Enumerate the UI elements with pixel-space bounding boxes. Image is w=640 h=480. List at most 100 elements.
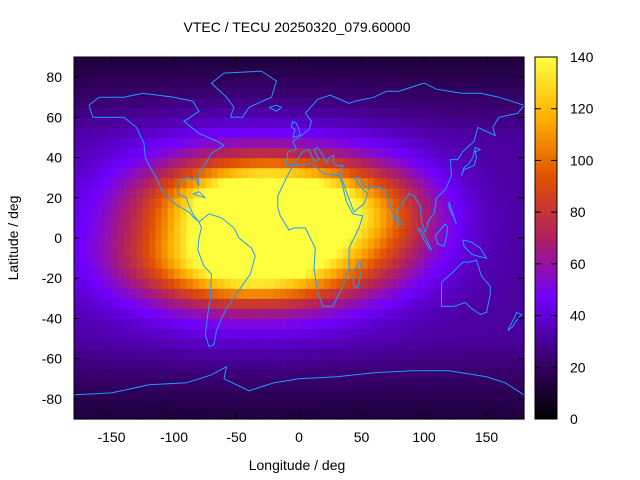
heat-cell <box>117 207 125 219</box>
heat-cell <box>117 127 125 139</box>
heat-cell <box>405 117 413 128</box>
heat-cell <box>292 147 300 159</box>
heat-cell <box>186 187 194 199</box>
heat-cell <box>211 258 219 269</box>
heat-cell <box>286 197 294 209</box>
heat-cell <box>74 368 81 380</box>
heat-cell <box>280 147 288 159</box>
heat-cell <box>455 238 463 249</box>
heat-cell <box>255 278 263 289</box>
heat-cell <box>317 368 325 380</box>
heat-cell <box>430 248 438 259</box>
heat-cell <box>230 398 238 410</box>
heat-cell <box>199 348 206 360</box>
heat-cell <box>186 137 194 149</box>
heat-cell <box>330 268 338 279</box>
heat-cell <box>111 67 119 78</box>
heat-cell <box>111 388 119 400</box>
heat-cell <box>511 67 519 78</box>
heat-cell <box>74 117 81 128</box>
heat-cell <box>280 67 288 78</box>
heat-cell <box>480 288 488 299</box>
heat-cell <box>161 177 169 189</box>
heat-cell <box>355 67 363 78</box>
heat-cell <box>330 338 338 350</box>
heat-cell <box>467 298 475 309</box>
coastline-sri-lanka <box>398 217 403 227</box>
heat-cell <box>80 227 88 239</box>
heat-cell <box>267 238 275 249</box>
heat-cell <box>324 167 331 179</box>
heat-cell <box>180 398 188 410</box>
heat-cell <box>274 77 281 88</box>
heat-cell <box>311 67 319 78</box>
heat-cell <box>242 147 250 159</box>
heat-cell <box>342 227 350 239</box>
heat-cell <box>80 338 88 350</box>
heat-cell <box>336 127 344 139</box>
heat-cell <box>374 187 381 199</box>
heat-cell <box>80 177 88 189</box>
heat-cell <box>142 348 150 360</box>
heat-cell <box>86 398 94 410</box>
heat-cell <box>374 77 381 88</box>
heat-cell <box>480 358 488 370</box>
heat-cell <box>105 378 113 390</box>
heat-cell <box>355 308 363 320</box>
heat-cell <box>461 328 469 340</box>
heat-cell <box>405 77 413 88</box>
heat-cell <box>117 368 125 380</box>
heat-cell <box>161 318 169 330</box>
heat-cell <box>205 197 213 209</box>
heat-cell <box>474 388 481 400</box>
heat-cell <box>299 57 306 68</box>
heat-cell <box>442 328 450 340</box>
heat-cell <box>361 288 369 299</box>
heat-cell <box>430 278 438 289</box>
heat-cell <box>292 207 300 219</box>
heat-cell <box>380 127 388 139</box>
heat-cell <box>192 217 200 229</box>
heat-cell <box>292 57 300 68</box>
heat-cell <box>411 147 419 159</box>
heat-cell <box>92 258 100 269</box>
heat-cell <box>367 368 375 380</box>
heat-cell <box>361 298 369 309</box>
heat-cell <box>492 338 500 350</box>
heat-cell <box>299 97 306 108</box>
heat-cell <box>130 368 138 380</box>
heat-cell <box>367 278 375 289</box>
heat-cell <box>180 117 188 128</box>
heat-cell <box>411 197 419 209</box>
heat-cell <box>392 177 400 189</box>
heat-cell <box>261 318 269 330</box>
heat-cell <box>442 408 450 420</box>
heat-cell <box>417 77 425 88</box>
heat-cell <box>474 197 481 209</box>
heat-cell <box>461 127 469 139</box>
heat-cell <box>180 238 188 249</box>
heat-cell <box>311 318 319 330</box>
heat-cell <box>374 67 381 78</box>
heat-cell <box>467 67 475 78</box>
heat-cell <box>442 268 450 279</box>
heat-cell <box>199 378 206 390</box>
heat-cell <box>467 278 475 289</box>
heat-cell <box>174 177 181 189</box>
heat-cell <box>205 97 213 108</box>
heat-cell <box>311 227 319 239</box>
heat-cell <box>349 137 356 149</box>
heat-cell <box>105 77 113 88</box>
heat-cell <box>105 217 113 229</box>
heat-cell <box>467 378 475 390</box>
heat-cell <box>361 348 369 360</box>
heat-cell <box>336 238 344 249</box>
heat-cell <box>74 288 81 299</box>
heat-cell <box>242 187 250 199</box>
heat-cell <box>124 107 131 118</box>
heat-cell <box>330 217 338 229</box>
heat-cell <box>311 77 319 88</box>
heat-cell <box>267 258 275 269</box>
heat-cell <box>511 137 519 149</box>
heat-cell <box>411 348 419 360</box>
